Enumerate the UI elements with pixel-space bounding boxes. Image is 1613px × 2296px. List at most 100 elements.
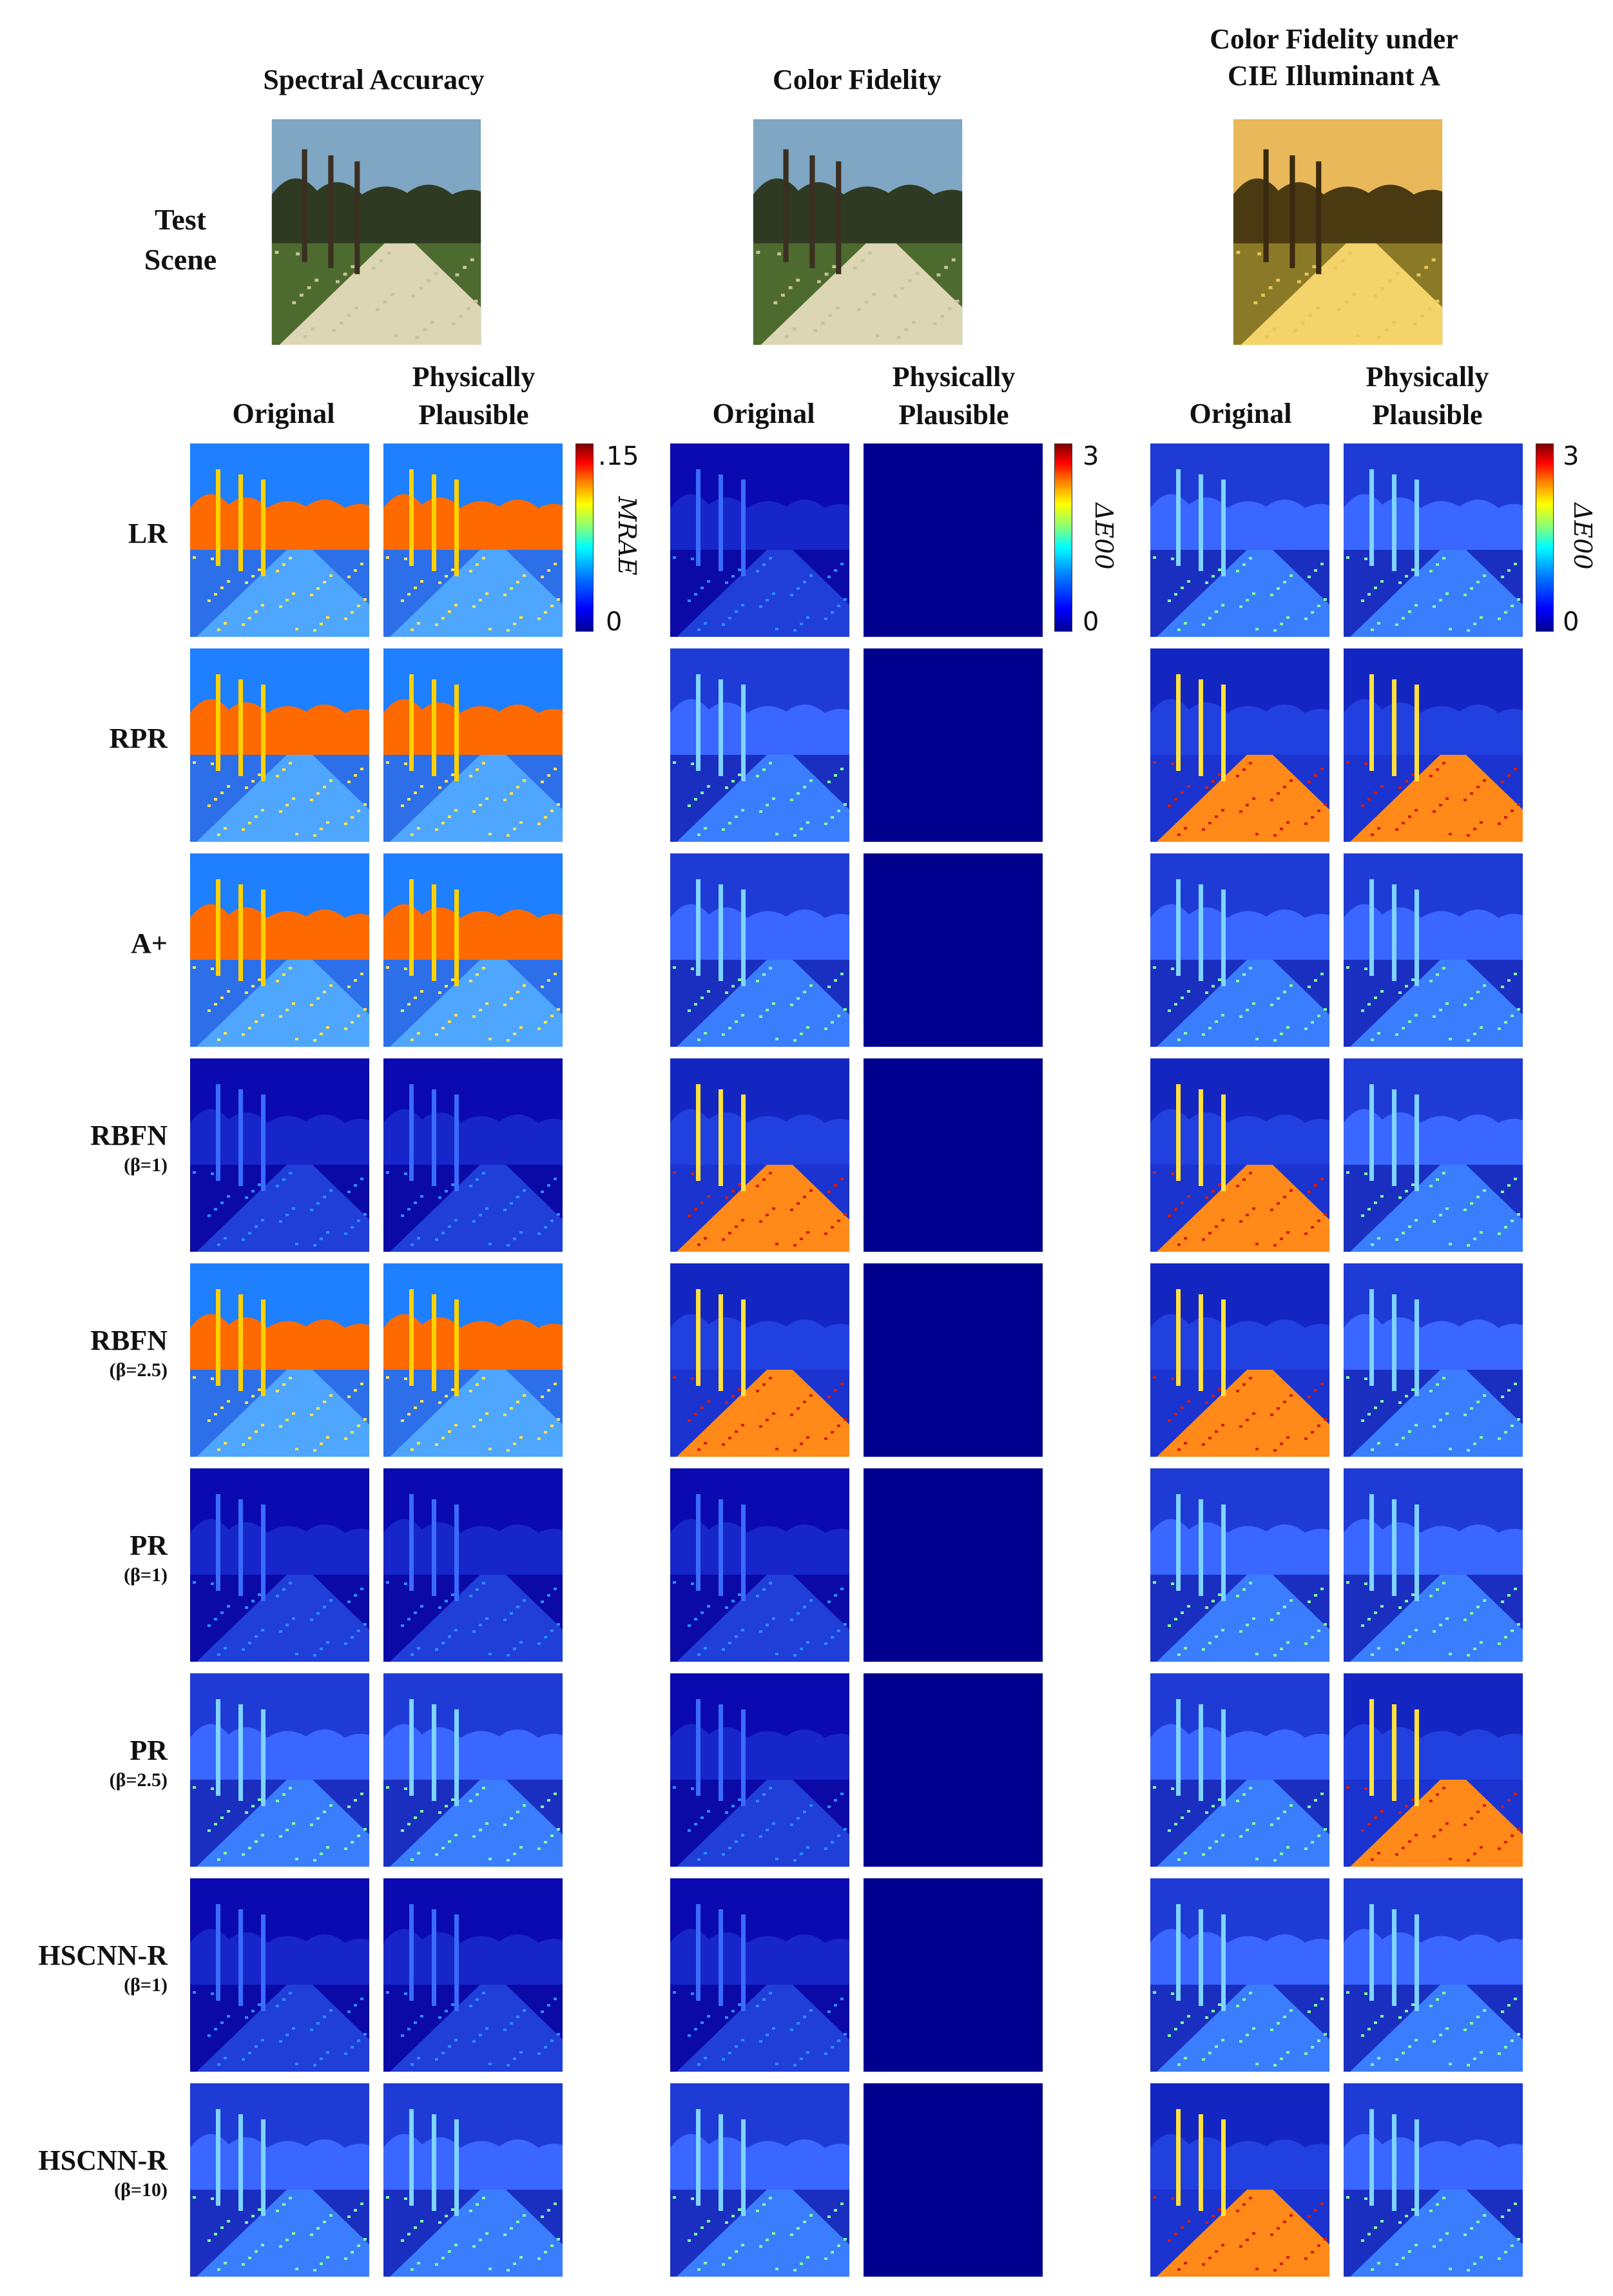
heatmap-tile (864, 648, 1043, 842)
heatmap-tile (864, 1878, 1043, 2072)
heatmap-image (1150, 853, 1329, 1047)
heatmap-tile (670, 1263, 849, 1457)
row-param: (β=2.5) (109, 1359, 168, 1381)
row-param: (β=2.5) (109, 1769, 168, 1791)
heatmap-image (1150, 2083, 1329, 2277)
heatmap-image (1150, 648, 1329, 842)
row-param: (β=10) (114, 2179, 168, 2201)
colorbar-de00-illuminant-label: ΔE00 (1569, 503, 1597, 570)
heatmap-tile (1344, 1058, 1523, 1252)
row-method: A+ (131, 928, 168, 959)
section-title-color-fidelity: Color Fidelity (773, 64, 942, 95)
heatmap-tile (383, 443, 563, 637)
heatmap-tile (383, 1673, 563, 1867)
scene-photo (753, 119, 963, 345)
row-label-5: PR (β=1) (6, 1530, 168, 1588)
heatmap-image (670, 1263, 849, 1457)
col-header-original-3: Original (1189, 398, 1292, 429)
heatmap-tile (670, 1673, 849, 1867)
heatmap-image (1150, 1263, 1329, 1457)
heatmap-image (190, 1673, 369, 1867)
heatmap-image (864, 648, 1043, 842)
heatmap-image (670, 853, 849, 1047)
heatmap-tile (190, 1058, 369, 1252)
colorbar-mrae-label: MRAE (613, 496, 641, 576)
heatmap-tile (864, 443, 1043, 637)
heatmap-tile (1150, 1468, 1329, 1662)
heatmap-tile (1344, 2083, 1523, 2277)
heatmap-tile (383, 1263, 563, 1457)
heatmap-image (190, 443, 369, 637)
heatmap-tile (1344, 1263, 1523, 1457)
row-method: HSCNN-R (38, 1940, 168, 1971)
section-title-color-fidelity-illuminant-a: Color Fidelity under CIE Illuminant A (1210, 23, 1458, 92)
heatmap-image (864, 443, 1043, 637)
row-method: PR (130, 1735, 168, 1766)
heatmap-image (670, 1878, 849, 2072)
heatmap-tile (1150, 1263, 1329, 1457)
heatmap-tile (383, 853, 563, 1047)
row-method: HSCNN-R (38, 2145, 168, 2176)
heatmap-image (864, 1673, 1043, 1867)
row-label-3: RBFN (β=1) (6, 1120, 168, 1178)
row-label-1: RPR (6, 723, 168, 755)
heatmap-tile (190, 443, 369, 637)
heatmap-image (383, 443, 563, 637)
row-param: (β=1) (124, 1154, 168, 1176)
heatmap-image (190, 1058, 369, 1252)
heatmap-image (1344, 1263, 1523, 1457)
heatmap-image (864, 1263, 1043, 1457)
heatmap-tile (864, 1468, 1043, 1662)
heatmap-image (670, 1673, 849, 1867)
colorbar-de00-illuminant (1536, 443, 1554, 632)
row-label-8: HSCNN-R (β=10) (6, 2145, 168, 2203)
heatmap-tile (190, 1673, 369, 1867)
heatmap-image (1344, 443, 1523, 637)
row-method: RPR (109, 723, 168, 754)
heatmap-tile (190, 1878, 369, 2072)
heatmap-tile (1344, 1468, 1523, 1662)
row-method: LR (128, 518, 168, 549)
heatmap-tile (1150, 648, 1329, 842)
heatmap-image (383, 1058, 563, 1252)
heatmap-tile (1150, 2083, 1329, 2277)
heatmap-image (864, 1058, 1043, 1252)
row-param: (β=1) (124, 1974, 168, 1996)
heatmap-tile (1344, 443, 1523, 637)
heatmap-tile (1344, 1878, 1523, 2072)
heatmap-tile (864, 853, 1043, 1047)
heatmap-tile (383, 648, 563, 842)
test-scene-label: Test Scene (144, 203, 217, 277)
heatmap-image (383, 648, 563, 842)
heatmap-tile (190, 853, 369, 1047)
heatmap-image (1344, 648, 1523, 842)
heatmap-tile (670, 1468, 849, 1662)
heatmap-tile (1344, 648, 1523, 842)
heatmap-tile (383, 2083, 563, 2277)
row-method: PR (130, 1530, 168, 1561)
heatmap-tile (383, 1468, 563, 1662)
col-header-plausible-3: Physically Plausible (1366, 361, 1489, 431)
heatmap-tile (190, 2083, 369, 2277)
heatmap-tile (864, 2083, 1043, 2277)
heatmap-image (670, 443, 849, 637)
heatmap-image (1344, 1878, 1523, 2072)
heatmap-image (383, 1468, 563, 1662)
heatmap-tile (1150, 443, 1329, 637)
colorbar-mrae (575, 443, 594, 632)
heatmap-image (1344, 1468, 1523, 1662)
heatmap-tile (670, 443, 849, 637)
heatmap-image (190, 1468, 369, 1662)
heatmap-tile (1150, 853, 1329, 1047)
heatmap-tile (1344, 1673, 1523, 1867)
heatmap-tile (670, 1878, 849, 2072)
row-label-6: PR (β=2.5) (6, 1735, 168, 1793)
col-header-original-1: Original (232, 398, 335, 429)
colorbar-de00-color-label: ΔE00 (1090, 503, 1118, 570)
heatmap-tile (383, 1878, 563, 2072)
colorbar-mrae-max: .15 (598, 442, 639, 471)
heatmap-image (1344, 2083, 1523, 2277)
section-title-spectral-accuracy: Spectral Accuracy (263, 64, 485, 95)
heatmap-image (1150, 1468, 1329, 1662)
row-method: RBFN (90, 1325, 168, 1356)
